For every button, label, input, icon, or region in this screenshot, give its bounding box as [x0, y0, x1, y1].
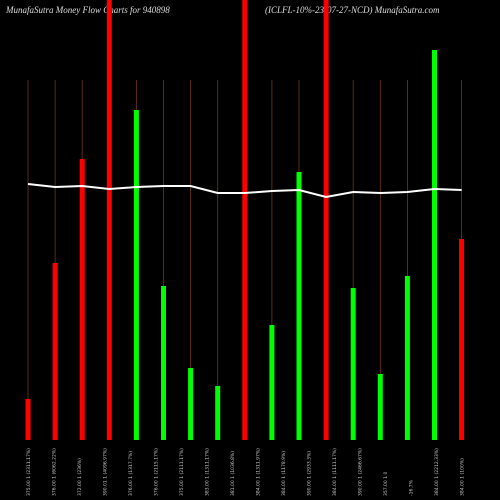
- x-tick-label: 376.00 1 (6062.22%): [52, 448, 58, 496]
- x-tick-label: 384.00 1 (1311.97%): [256, 448, 262, 496]
- bar: [404, 276, 410, 440]
- x-tick-label: 384.00 1 (1111.17%): [332, 448, 338, 496]
- bar: [350, 288, 356, 440]
- bar: [215, 386, 221, 440]
- bar: [25, 399, 31, 440]
- x-tick-label: 384.00 1 (100%): [460, 458, 466, 496]
- x-tick-label: 390.01 1 (4096.97%): [103, 448, 109, 496]
- bar: [296, 172, 302, 440]
- x-tick-label: 381.00 1 (1036.8%): [230, 451, 236, 496]
- x-tick-label: 376.00 1 (2115.17%): [154, 448, 160, 496]
- x-tick-label: 383.00 1 (1311.17%): [205, 448, 211, 496]
- money-flow-line: [27, 183, 462, 199]
- bar: [323, 0, 329, 440]
- bar: [161, 286, 166, 440]
- bar: [377, 374, 383, 440]
- bar: [106, 0, 112, 440]
- bar: [269, 325, 275, 440]
- x-tick-label: 390.00 1 (2466.67%): [358, 448, 364, 496]
- bar: [459, 239, 465, 440]
- x-tick-label: 390.00 1 (2933.3%): [307, 451, 313, 496]
- bar: [432, 50, 437, 440]
- chart-title: MunafaSutra Money Flow Charts for 940898: [5, 5, 170, 15]
- bar: [188, 368, 194, 440]
- chart-subtitle: (ICLFL-10%-23-07-27-NCD) MunafaSutra.com: [265, 5, 440, 15]
- x-tick-label: -16.7%: [409, 479, 415, 496]
- bar: [52, 263, 58, 440]
- x-tick-label: 357.00 1 0: [383, 472, 389, 496]
- bar: [242, 0, 248, 440]
- x-tick-label: 372.00 1 (236%): [77, 458, 83, 496]
- bar: [79, 159, 85, 440]
- bar: [133, 110, 139, 440]
- x-tick-label: 375.00 1 (2111.17%): [179, 448, 185, 496]
- x-tick-label: 375.00 1 (2311.17%): [26, 448, 32, 496]
- x-tick-label: 376.00 1 (1317.7%): [128, 451, 134, 496]
- x-tick-label: 384.00 1 (2212.33%): [434, 448, 440, 496]
- x-tick-label: 384.00 1 (1178.9%): [281, 451, 287, 496]
